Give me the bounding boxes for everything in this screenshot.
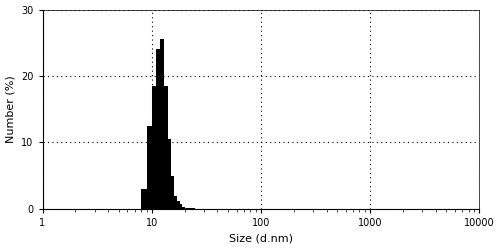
Y-axis label: Number (%): Number (%) — [6, 75, 16, 143]
X-axis label: Size (d.nm): Size (d.nm) — [229, 234, 293, 244]
